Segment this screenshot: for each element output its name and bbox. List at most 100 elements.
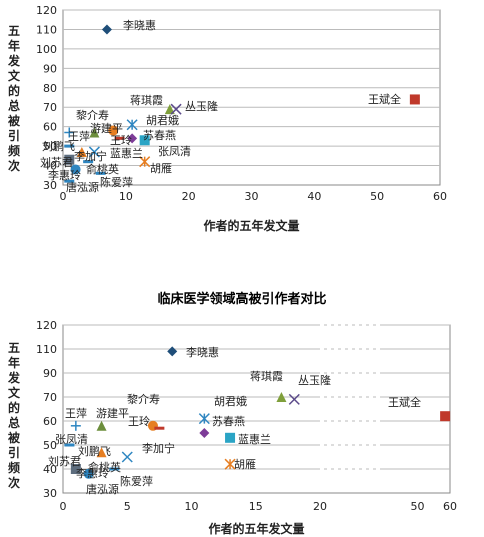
data-point [83, 160, 94, 164]
point-label: 胡雁 [234, 457, 256, 471]
data-point [167, 346, 178, 357]
data-point [64, 154, 75, 165]
point-label: 李加宁 [74, 149, 107, 163]
svg-text:文: 文 [8, 68, 21, 83]
point-label: 苏春燕 [212, 415, 245, 428]
x-tick-label: 10 [119, 190, 133, 203]
point-label: 王玲 [128, 415, 150, 428]
data-point [88, 146, 100, 158]
point-label: 蓝惠兰 [110, 146, 143, 160]
point-label: 王斌全 [368, 92, 401, 106]
y-tick-label: 70 [43, 391, 57, 404]
point-label: 游建平 [96, 406, 129, 420]
data-point [288, 393, 300, 405]
data-point [139, 156, 151, 168]
svg-text:被: 被 [8, 430, 21, 445]
data-point [440, 411, 451, 422]
y-tick-label: 90 [43, 367, 57, 380]
y-tick-label: 30 [43, 179, 57, 192]
point-label: 丛玉隆 [298, 373, 331, 387]
y-tick-label: 30 [43, 487, 57, 500]
point-label: 游建平 [90, 121, 123, 135]
data-point [276, 392, 287, 402]
point-label: 王斌全 [388, 395, 421, 409]
data-point [109, 467, 120, 471]
point-label: 张凤清 [158, 145, 191, 158]
y-tick-label: 40 [43, 463, 57, 476]
point-label: 俞桃英 [86, 162, 119, 176]
data-point [96, 420, 107, 431]
point-label: 唐泓源 [66, 180, 99, 194]
point-label: 陈爱萍 [120, 474, 153, 488]
svg-text:次: 次 [8, 158, 20, 173]
x-axis-label: 作者的五年发文量 [208, 521, 304, 536]
data-point [199, 428, 210, 438]
svg-text:年: 年 [8, 38, 20, 53]
svg-text:总: 总 [8, 415, 20, 430]
y-tick-label: 70 [43, 101, 57, 114]
data-point [114, 136, 125, 140]
x-tick-label: 60 [443, 500, 457, 513]
data-point [95, 171, 106, 175]
point-label: 张凤清 [55, 433, 88, 446]
x-tick-label: 40 [307, 190, 321, 203]
x-axis-label: 作者的五年发文量 [203, 218, 299, 233]
y-tick-label: 60 [43, 121, 57, 134]
data-point [70, 420, 81, 431]
point-label: 李晓惠 [123, 18, 156, 32]
x-tick-label: 30 [245, 190, 259, 203]
y-tick-label: 90 [43, 62, 57, 75]
scatter-chart-bottom: 30 40 50 60 70 90 110 120 0 5 10 15 20 50 60 作者的五年发文量 五年… [7, 319, 457, 536]
svg-text:次: 次 [8, 475, 20, 490]
y-tick-label: 60 [43, 415, 57, 428]
svg-text:引: 引 [8, 446, 20, 460]
data-point [70, 164, 81, 175]
scatter-chart-top: 30 40 50 60 70 80 90 100 110 120 0 10 20 30 40 50 60 作者的五… [7, 4, 447, 233]
svg-text:被: 被 [8, 113, 21, 128]
svg-text:发: 发 [7, 53, 21, 68]
data-point [64, 144, 75, 148]
svg-text:频: 频 [8, 143, 20, 158]
point-label: 刘鹏飞 [78, 445, 111, 458]
point-label: 王萍 [65, 407, 87, 420]
x-tick-label: 10 [185, 500, 199, 513]
point-label: 苏春燕 [143, 129, 176, 142]
svg-text:频: 频 [8, 460, 20, 475]
x-tick-label: 0 [60, 190, 67, 203]
point-label: 蓝惠兰 [238, 432, 271, 446]
point-label: 李晓惠 [186, 345, 219, 359]
data-point [164, 104, 175, 115]
data-point [409, 94, 420, 105]
y-tick-label: 50 [43, 140, 57, 153]
svg-text:发: 发 [7, 370, 21, 385]
data-point [154, 426, 165, 430]
point-label: 俞桃英 [88, 460, 121, 474]
point-label: 李加宁 [142, 441, 175, 455]
x-tick-label: 50 [411, 500, 425, 513]
svg-text:文: 文 [8, 385, 21, 400]
data-point [225, 432, 236, 443]
x-tick-label: 0 [60, 500, 67, 513]
svg-text:年: 年 [8, 355, 20, 370]
data-point [64, 179, 75, 183]
point-label: 刘鹏飞 [42, 140, 75, 153]
point-label: 刘苏君 [48, 455, 81, 468]
point-label: 蒋琪霞 [250, 370, 283, 383]
chart-title: 临床医学领域高被引作者对比 [157, 292, 327, 307]
points [64, 346, 451, 479]
data-point [126, 119, 138, 131]
plot-area [62, 324, 451, 494]
y-tick-label: 100 [36, 43, 57, 56]
data-point [83, 468, 94, 479]
y-tick-label: 120 [36, 4, 57, 17]
x-tick-label: 5 [124, 500, 131, 513]
data-point [108, 125, 119, 136]
point-label: 王玲 [110, 134, 132, 147]
svg-text:五: 五 [8, 341, 20, 355]
point-label: 唐泓源 [86, 482, 119, 496]
point-label: 陈爱萍 [100, 175, 133, 189]
data-point [170, 103, 182, 115]
point-label: 李惠玲 [48, 168, 81, 182]
point-label: 胡君娥 [214, 394, 247, 408]
